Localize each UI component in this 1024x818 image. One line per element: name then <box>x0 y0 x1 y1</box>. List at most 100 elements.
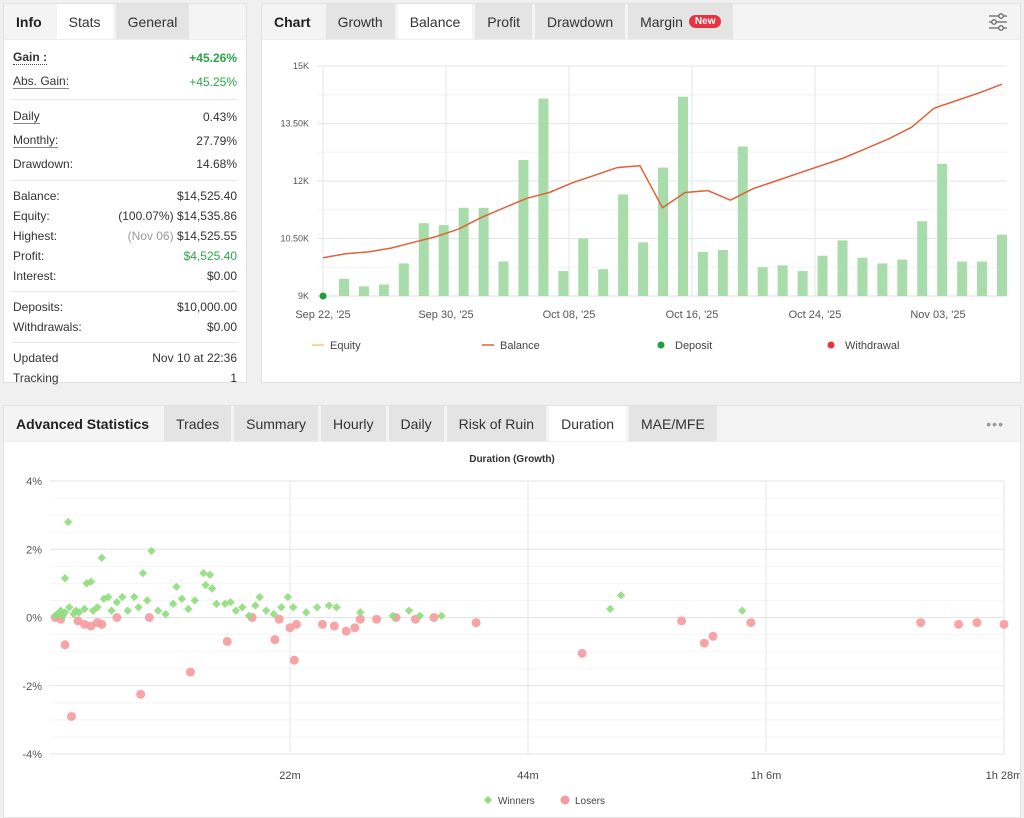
loser-point[interactable] <box>144 613 154 622</box>
winner-point[interactable] <box>107 606 116 615</box>
equity-legend[interactable]: Equity <box>312 340 361 352</box>
balance-bar[interactable] <box>538 98 549 296</box>
abs-gain-label[interactable]: Abs. Gain: <box>13 74 70 89</box>
ellipsis-icon[interactable]: ••• <box>986 416 1004 432</box>
loser-point[interactable] <box>66 711 76 721</box>
tab-info[interactable]: Info <box>16 13 42 30</box>
winner-point[interactable] <box>177 594 187 603</box>
winner-point[interactable] <box>251 601 260 610</box>
loser-point[interactable] <box>60 640 70 650</box>
loser-point[interactable] <box>471 618 481 628</box>
balance-bar[interactable] <box>737 146 748 297</box>
loser-point[interactable] <box>289 655 299 665</box>
deposit-legend[interactable]: Deposit <box>657 340 713 352</box>
loser-point[interactable] <box>972 618 982 628</box>
balance-bar[interactable] <box>677 96 688 296</box>
balance-bar[interactable] <box>638 242 649 296</box>
loser-point[interactable] <box>317 619 327 629</box>
balance-bar[interactable] <box>598 269 609 296</box>
winner-point[interactable] <box>97 553 106 562</box>
tab-balance[interactable]: Balance <box>397 4 473 39</box>
balance-bar[interactable] <box>358 286 369 296</box>
balance-bar[interactable] <box>957 261 968 297</box>
balance-bar[interactable] <box>997 234 1007 296</box>
loser-point[interactable] <box>355 614 365 624</box>
balance-line[interactable] <box>322 83 1003 259</box>
balance-bar[interactable] <box>817 255 828 296</box>
winner-point[interactable] <box>404 606 414 615</box>
winner-point[interactable] <box>302 608 311 617</box>
winner-point[interactable] <box>60 574 70 583</box>
balance-bar[interactable] <box>717 250 728 296</box>
balance-bar[interactable] <box>837 240 848 296</box>
loser-point[interactable] <box>291 619 301 629</box>
tab-drawdown[interactable]: Drawdown <box>534 4 626 39</box>
balance-bar[interactable] <box>897 259 908 296</box>
tab-mae-mfe[interactable]: MAE/MFE <box>629 406 717 441</box>
winner-point[interactable] <box>190 596 199 605</box>
balance-bar[interactable] <box>777 265 788 296</box>
balance-bar[interactable] <box>797 271 808 296</box>
balance-bar[interactable] <box>937 163 948 296</box>
balance-bar[interactable] <box>877 263 888 296</box>
balance-bar[interactable] <box>398 263 409 296</box>
balance-bar[interactable] <box>857 257 868 296</box>
loser-point[interactable] <box>916 618 926 628</box>
winner-point[interactable] <box>80 604 89 614</box>
loser-point[interactable] <box>185 667 195 677</box>
balance-bar[interactable] <box>438 225 449 296</box>
deposit-marker[interactable] <box>319 292 327 300</box>
winner-point[interactable] <box>606 604 615 614</box>
loser-point[interactable] <box>97 619 107 629</box>
winner-point[interactable] <box>437 611 446 620</box>
winners-legend[interactable]: Winners <box>484 796 535 807</box>
balance-bar[interactable] <box>458 207 469 296</box>
tab-chart[interactable]: Chart <box>274 13 311 30</box>
tab-margin[interactable]: Margin New <box>628 4 734 39</box>
loser-point[interactable] <box>954 619 964 629</box>
winner-point[interactable] <box>332 603 341 612</box>
loser-point[interactable] <box>708 631 718 641</box>
balance-bar[interactable] <box>658 167 669 296</box>
balance-legend[interactable]: Balance <box>482 340 540 352</box>
tab-advanced-statistics[interactable]: Advanced Statistics <box>16 415 150 432</box>
balance-bar[interactable] <box>977 261 988 297</box>
balance-bar[interactable] <box>339 278 349 296</box>
loser-point[interactable] <box>270 635 280 645</box>
winner-point[interactable] <box>262 606 271 615</box>
winner-point[interactable] <box>153 606 163 615</box>
loser-point[interactable] <box>429 613 439 622</box>
winner-point[interactable] <box>205 570 215 580</box>
loser-point[interactable] <box>274 614 284 624</box>
daily-label[interactable]: Daily <box>13 109 40 124</box>
balance-bar[interactable] <box>418 223 429 296</box>
winner-point[interactable] <box>277 603 286 612</box>
tab-profit[interactable]: Profit <box>475 4 532 39</box>
tab-trades[interactable]: Trades <box>164 406 232 441</box>
winner-point[interactable] <box>616 591 626 600</box>
winner-point[interactable] <box>184 604 193 614</box>
withdrawal-legend[interactable]: Withdrawal <box>827 340 900 352</box>
winner-point[interactable] <box>123 606 132 615</box>
winner-point[interactable] <box>143 596 152 605</box>
balance-bar[interactable] <box>618 194 629 296</box>
loser-point[interactable] <box>372 614 382 624</box>
loser-point[interactable] <box>350 623 360 633</box>
losers-legend[interactable]: Losers <box>560 795 606 808</box>
gain-label[interactable]: Gain : <box>13 50 48 65</box>
winner-point[interactable] <box>138 568 148 578</box>
winner-point[interactable] <box>356 608 365 617</box>
tab-growth[interactable]: Growth <box>325 4 395 39</box>
tab-stats[interactable]: Stats <box>56 4 113 39</box>
tab-duration[interactable]: Duration <box>549 406 627 441</box>
loser-point[interactable] <box>341 626 351 636</box>
winner-point[interactable] <box>130 592 139 602</box>
tab-general[interactable]: General <box>115 4 190 39</box>
tab-daily[interactable]: Daily <box>388 406 444 441</box>
winner-point[interactable] <box>324 601 334 610</box>
balance-bar[interactable] <box>478 207 489 296</box>
loser-point[interactable] <box>112 613 122 622</box>
loser-point[interactable] <box>329 621 339 631</box>
tab-summary[interactable]: Summary <box>234 406 319 441</box>
loser-point[interactable] <box>577 648 587 658</box>
